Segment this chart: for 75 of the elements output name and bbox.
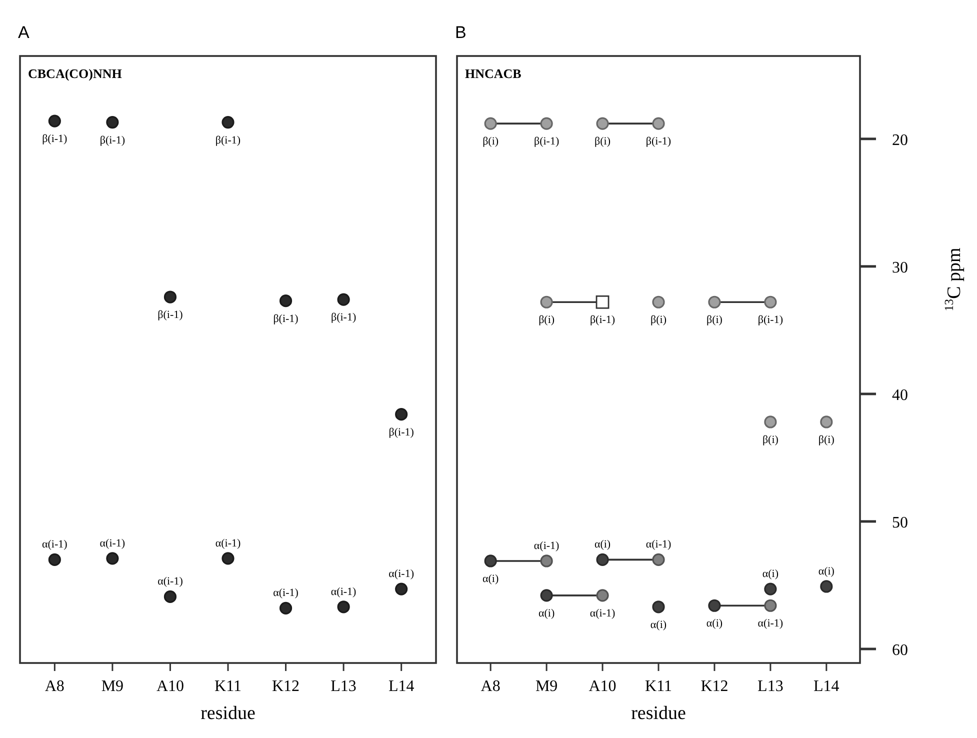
data-label: β(i-1) [330, 312, 356, 324]
point [48, 553, 61, 566]
chart-title: A [18, 23, 30, 42]
data-label: β(i-1) [758, 314, 784, 326]
x-tick-label: L13 [330, 678, 356, 695]
data-label: α(i-1) [100, 537, 126, 550]
data-label: α(i-1) [273, 587, 299, 600]
x-axis-title: residue [200, 703, 256, 724]
text: CBCA(CO)NNH [28, 66, 122, 81]
data-label: β(i-1) [590, 314, 616, 326]
point [279, 602, 292, 614]
y-tick-label: 30 [892, 259, 908, 276]
data-label: α(i) [818, 565, 835, 578]
point [337, 293, 350, 306]
point [106, 552, 119, 565]
x-tick-label: K12 [272, 678, 300, 695]
data-label: α(i-1) [534, 540, 560, 552]
x-tick-label: K11 [645, 678, 672, 695]
x-tick-label: M9 [101, 678, 124, 695]
data-label: β(i-1) [646, 136, 672, 148]
y-tick-label: 20 [892, 132, 908, 149]
x-tick-label: L14 [814, 678, 840, 695]
x-tick-label: L13 [758, 678, 784, 695]
point [222, 116, 234, 129]
data-label: β(i) [538, 314, 555, 326]
data-label: β(i) [650, 314, 667, 326]
data-label: β(i) [594, 136, 611, 148]
x-tick-label: L14 [388, 678, 414, 695]
y-tick-label: 60 [892, 642, 908, 659]
x-tick-label: A10 [588, 678, 616, 695]
data-label: α(i) [650, 618, 667, 631]
point [164, 290, 177, 304]
data-label: α(i) [762, 568, 779, 580]
x-tick-label: A8 [44, 678, 64, 695]
data-label: β(i-1) [100, 134, 126, 146]
data-label: β(i) [818, 434, 835, 446]
data-label: α(i) [482, 572, 499, 585]
text: HNCACB [465, 66, 522, 81]
point [395, 582, 408, 596]
data-label: α(i-1) [388, 568, 414, 580]
point [395, 408, 408, 421]
x-tick-label: A10 [156, 678, 184, 695]
point [164, 590, 177, 603]
data-label: β(i-1) [388, 426, 414, 438]
data-label: β(i-1) [534, 136, 560, 148]
data-label: α(i) [538, 607, 555, 620]
point [106, 116, 119, 129]
point [337, 600, 350, 614]
data-label: α(i) [594, 538, 611, 551]
data-label: α(i-1) [758, 618, 784, 630]
data-label: α(i-1) [215, 537, 241, 550]
data-label: β(i-1) [273, 312, 299, 325]
data-label: β(i-1) [42, 133, 68, 146]
data-label: α(i-1) [330, 586, 357, 598]
point [48, 114, 61, 128]
data-label: β(i) [482, 136, 499, 148]
x-axis-title: residue [631, 703, 686, 724]
data-label: α(i-1) [590, 607, 616, 620]
x-tick-label: M9 [535, 678, 558, 695]
x-tick-label: K11 [214, 678, 242, 695]
data-label: β(i) [762, 434, 779, 446]
data-label: α(i-1) [42, 538, 68, 551]
y-tick-label: 50 [892, 514, 908, 532]
data-label: α(i) [706, 618, 723, 630]
data-label: α(i-1) [158, 576, 184, 588]
data-label: β(i) [706, 314, 723, 326]
point [222, 552, 234, 565]
x-tick-label: A8 [480, 678, 500, 695]
chart-title: B [455, 23, 466, 42]
point [279, 294, 292, 308]
data-label: β(i-1) [158, 309, 184, 322]
x-tick-label: K12 [700, 678, 728, 695]
data-label: β(i-1) [215, 134, 241, 146]
y-tick-label: 40 [892, 386, 908, 404]
data-label: α(i-1) [646, 538, 672, 551]
